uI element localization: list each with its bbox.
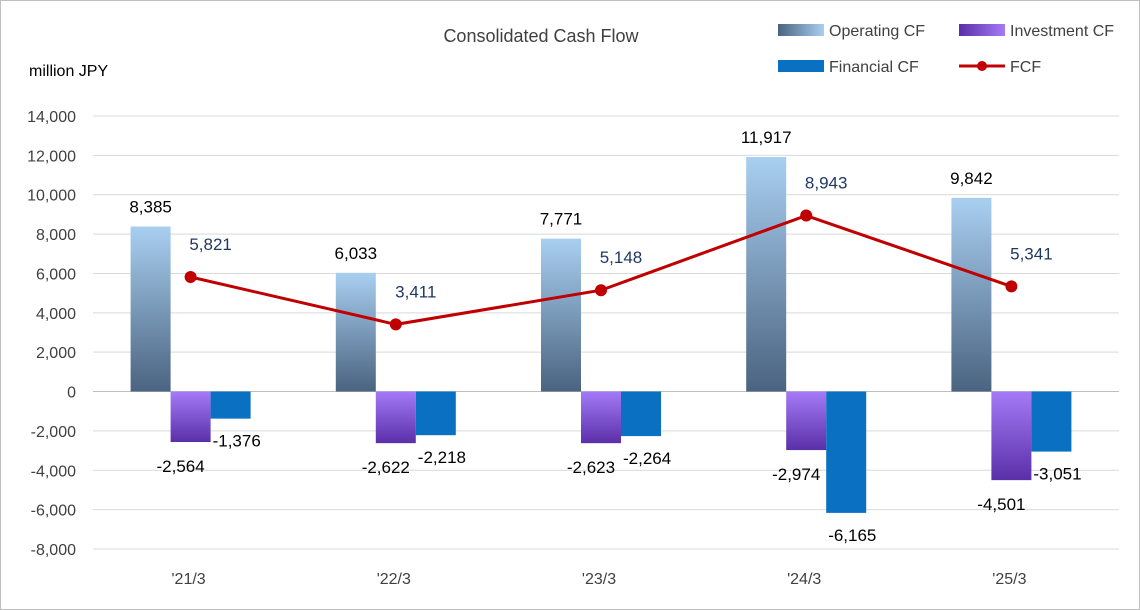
y-tick-label: 2,000 bbox=[36, 345, 76, 362]
x-axis-ticks: '21/3 '22/3 '23/3 '24/3 '25/3 bbox=[171, 571, 1026, 588]
y-tick-label: 14,000 bbox=[27, 109, 76, 126]
data-label-financial-cf: -1,376 bbox=[213, 432, 261, 451]
fcf-marker bbox=[595, 284, 607, 297]
data-label-investment-cf: -4,501 bbox=[977, 495, 1025, 514]
data-label-financial-cf: -3,051 bbox=[1033, 465, 1081, 484]
data-label-investment-cf: -2,974 bbox=[772, 465, 820, 484]
bars bbox=[130, 156, 1072, 513]
data-label-fcf: 5,821 bbox=[189, 235, 232, 254]
legend-label-financial-cf: Financial CF bbox=[829, 59, 919, 76]
bar-investment-cf bbox=[170, 391, 211, 443]
y-axis-ticks: 14,000 12,000 10,000 8,000 6,000 4,000 2,000 0 -… bbox=[27, 109, 76, 559]
y-tick-label: 4,000 bbox=[36, 306, 76, 323]
data-label-financial-cf: -2,264 bbox=[623, 449, 671, 468]
y-tick-label: 10,000 bbox=[27, 188, 76, 205]
data-label-operating-cf: 11,917 bbox=[741, 128, 792, 147]
x-tick-label: '21/3 bbox=[171, 571, 205, 588]
data-label-operating-cf: 6,033 bbox=[335, 244, 378, 263]
bar-operating-cf bbox=[130, 226, 171, 392]
fcf-marker bbox=[184, 270, 197, 283]
x-tick-label: '24/3 bbox=[787, 571, 821, 588]
y-tick-label: 0 bbox=[67, 385, 76, 402]
data-label-investment-cf: -2,564 bbox=[156, 457, 204, 476]
y-tick-label: 8,000 bbox=[36, 227, 76, 244]
data-label-investment-cf: -2,623 bbox=[567, 458, 615, 477]
legend-label-operating-cf: Operating CF bbox=[829, 23, 925, 40]
bar-operating-cf bbox=[746, 156, 787, 392]
data-label-investment-cf: -2,622 bbox=[362, 458, 410, 477]
legend: Operating CF Investment CF Financial CF … bbox=[778, 23, 1114, 76]
legend-item-financial-cf[interactable]: Financial CF bbox=[778, 59, 919, 76]
data-label-fcf: 5,341 bbox=[1010, 244, 1053, 263]
fcf-line-path bbox=[190, 213, 1012, 326]
x-tick-label: '22/3 bbox=[377, 571, 411, 588]
bar-investment-cf bbox=[786, 391, 827, 451]
legend-label-fcf: FCF bbox=[1010, 59, 1041, 76]
x-tick-label: '25/3 bbox=[992, 571, 1026, 588]
data-label-fcf: 5,148 bbox=[600, 248, 643, 267]
legend-swatch-financial-cf bbox=[778, 60, 824, 72]
bar-financial-cf bbox=[210, 391, 251, 419]
bar-investment-cf bbox=[581, 391, 621, 444]
chart-title: Consolidated Cash Flow bbox=[443, 26, 639, 46]
y-tick-label: -6,000 bbox=[31, 503, 76, 520]
fcf-marker bbox=[389, 318, 402, 331]
bar-operating-cf bbox=[335, 272, 376, 392]
legend-item-investment-cf[interactable]: Investment CF bbox=[959, 23, 1114, 40]
legend-swatch-fcf-marker bbox=[977, 61, 987, 71]
fcf-marker bbox=[1005, 280, 1018, 293]
bar-operating-cf bbox=[951, 197, 992, 392]
y-tick-label: -8,000 bbox=[31, 542, 76, 559]
y-tick-label: 6,000 bbox=[36, 266, 76, 283]
y-tick-label: 12,000 bbox=[27, 148, 76, 165]
y-tick-label: -4,000 bbox=[31, 463, 76, 480]
data-label-financial-cf: -6,165 bbox=[828, 526, 876, 545]
bar-financial-cf bbox=[621, 391, 661, 437]
data-label-fcf: 3,411 bbox=[395, 282, 436, 301]
bar-investment-cf bbox=[375, 391, 416, 444]
data-labels: 8,385 -2,564 -1,376 6,033 -2,622 -2,218 7,771 -… bbox=[129, 128, 1081, 545]
legend-item-fcf[interactable]: FCF bbox=[959, 59, 1041, 76]
y-axis-unit-label: million JPY bbox=[29, 63, 108, 80]
y-tick-label: -2,000 bbox=[31, 424, 76, 441]
data-label-operating-cf: 8,385 bbox=[129, 198, 172, 217]
legend-item-operating-cf[interactable]: Operating CF bbox=[778, 23, 925, 40]
bar-operating-cf bbox=[541, 238, 581, 392]
data-label-fcf: 8,943 bbox=[805, 174, 848, 193]
legend-swatch-operating-cf bbox=[778, 24, 824, 36]
bar-financial-cf bbox=[415, 391, 456, 436]
fcf-marker bbox=[800, 209, 813, 222]
bar-financial-cf bbox=[826, 391, 867, 513]
data-label-operating-cf: 7,771 bbox=[540, 210, 583, 229]
x-tick-label: '23/3 bbox=[582, 571, 616, 588]
bar-investment-cf bbox=[991, 391, 1032, 481]
bar-financial-cf bbox=[1031, 391, 1072, 452]
fcf-line bbox=[184, 209, 1018, 331]
legend-swatch-investment-cf bbox=[959, 24, 1005, 36]
data-label-operating-cf: 9,842 bbox=[950, 169, 993, 188]
legend-label-investment-cf: Investment CF bbox=[1010, 23, 1114, 40]
data-label-financial-cf: -2,218 bbox=[418, 448, 466, 467]
